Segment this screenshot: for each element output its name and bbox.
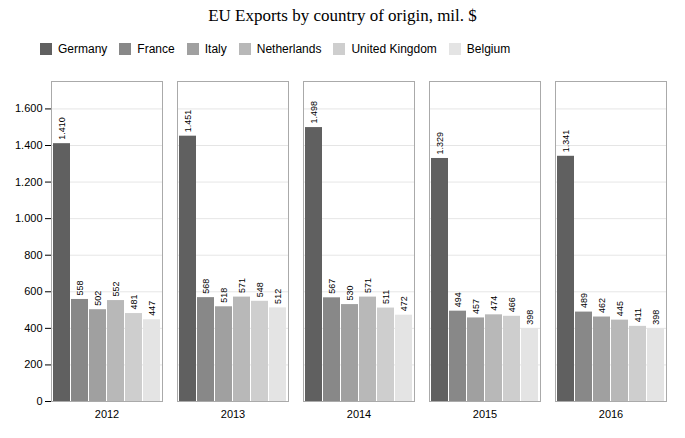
html-text:EU Exports by country of origi: EU Exports by country of origin, mil. $ bbox=[208, 6, 477, 25]
html-text:United Kingdom: United Kingdom bbox=[351, 41, 437, 56]
html-text:Belgium: Belgium bbox=[466, 41, 511, 56]
svg-text:568: 568 bbox=[201, 279, 211, 294]
svg-text:2015: 2015 bbox=[473, 408, 497, 420]
html-text:Germany: Germany bbox=[58, 41, 108, 56]
svg-text:558: 558 bbox=[75, 280, 85, 295]
svg-text:1.000: 1.000 bbox=[15, 212, 43, 224]
svg-text:462: 462 bbox=[597, 298, 607, 313]
svg-text:472: 472 bbox=[399, 296, 409, 311]
svg-text:400: 400 bbox=[24, 322, 42, 334]
svg-text:411: 411 bbox=[633, 308, 643, 322]
svg-text:494: 494 bbox=[453, 292, 463, 307]
svg-text:600: 600 bbox=[24, 285, 42, 297]
svg-text:571: 571 bbox=[237, 278, 247, 293]
svg-text:2012: 2012 bbox=[95, 408, 119, 420]
html-text:Italy: Italy bbox=[204, 41, 227, 56]
svg-text:502: 502 bbox=[93, 291, 103, 306]
svg-text:200: 200 bbox=[24, 358, 42, 370]
svg-text:2016: 2016 bbox=[599, 408, 623, 420]
svg-text:1.200: 1.200 bbox=[15, 176, 43, 188]
svg-text:511: 511 bbox=[381, 290, 391, 304]
svg-text:1.600: 1.600 bbox=[15, 102, 43, 114]
svg-text:512: 512 bbox=[273, 289, 283, 304]
svg-text:474: 474 bbox=[489, 296, 499, 311]
html-text:France: France bbox=[137, 41, 175, 56]
svg-text:552: 552 bbox=[111, 282, 121, 297]
svg-text:530: 530 bbox=[345, 286, 355, 301]
svg-text:1.498: 1.498 bbox=[309, 101, 319, 124]
svg-text:1.410: 1.410 bbox=[57, 117, 67, 140]
html-text:Netherlands: Netherlands bbox=[256, 41, 322, 56]
svg-text:571: 571 bbox=[363, 278, 373, 293]
svg-text:518: 518 bbox=[219, 288, 229, 303]
svg-text:1.341: 1.341 bbox=[561, 130, 571, 153]
svg-text:1.329: 1.329 bbox=[435, 132, 445, 155]
svg-text:489: 489 bbox=[579, 293, 589, 308]
svg-text:457: 457 bbox=[471, 299, 481, 314]
svg-text:1.451: 1.451 bbox=[183, 110, 193, 133]
svg-text:398: 398 bbox=[525, 310, 535, 325]
svg-text:2013: 2013 bbox=[221, 408, 245, 420]
svg-text:466: 466 bbox=[507, 297, 517, 312]
svg-text:1.400: 1.400 bbox=[15, 139, 43, 151]
svg-text:481: 481 bbox=[129, 295, 139, 310]
svg-text:0: 0 bbox=[36, 395, 42, 407]
svg-text:800: 800 bbox=[24, 249, 42, 261]
svg-text:2014: 2014 bbox=[347, 408, 371, 420]
svg-text:447: 447 bbox=[147, 301, 157, 316]
svg-text:398: 398 bbox=[651, 310, 661, 325]
svg-text:445: 445 bbox=[615, 301, 625, 316]
svg-text:567: 567 bbox=[327, 279, 337, 294]
svg-text:548: 548 bbox=[255, 282, 265, 297]
